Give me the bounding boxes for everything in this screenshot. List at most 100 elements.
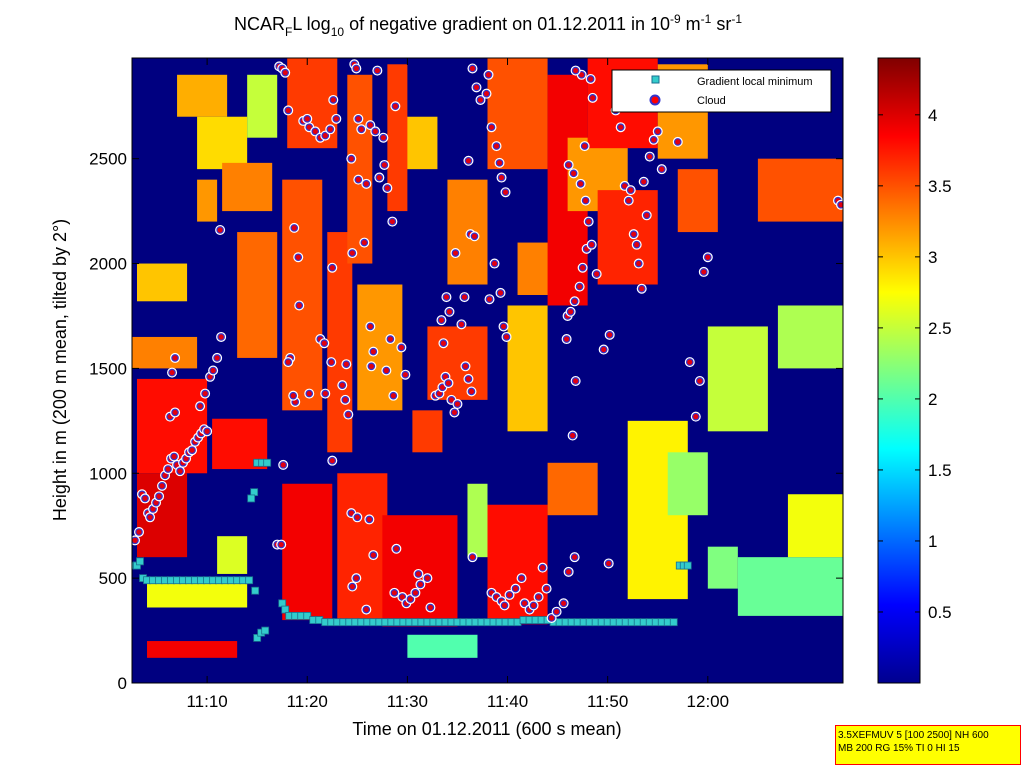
colorbar-tick-label: 2 [928, 390, 937, 409]
cloud-marker-core [360, 238, 369, 247]
cloud-marker-core [497, 173, 506, 182]
cloud-marker-core [588, 94, 597, 102]
cloud-marker-core [327, 358, 336, 366]
cloud-marker-core [559, 599, 568, 608]
cloud-marker-core [168, 368, 176, 377]
cloud-marker-core [472, 83, 481, 92]
cloud-marker-core [581, 196, 590, 205]
cloud-marker-core [700, 268, 708, 276]
cloud-marker-core [511, 584, 520, 593]
cloud-marker-core [500, 601, 509, 610]
gradient-minimum-marker [251, 586, 260, 595]
cloud-marker-core [564, 161, 573, 169]
heatmap-cell [487, 504, 548, 625]
cloud-marker-core [176, 467, 184, 475]
x-tick-label: 11:50 [587, 692, 628, 711]
cloud-marker-core [388, 217, 397, 226]
heatmap-cell [407, 634, 478, 658]
cloud-marker-core [447, 396, 456, 404]
cloud-marker-core [354, 115, 363, 123]
cloud-marker-core [496, 289, 505, 297]
y-axis-label: Height in m (200 m mean, tilted by 2°) [50, 219, 70, 521]
cloud-marker-core [499, 322, 508, 331]
colorbar-tick-label: 3.5 [928, 177, 952, 196]
cloud-marker-core [326, 125, 335, 134]
cloud-marker-core [534, 593, 543, 601]
cloud-marker-core [391, 102, 400, 111]
heatmap-cell [337, 473, 388, 621]
cloud-marker-core [398, 593, 407, 601]
cloud-marker-core [416, 580, 425, 589]
cloud-marker-core [294, 253, 303, 262]
cloud-marker-core [570, 553, 579, 561]
heatmap-cell [737, 557, 843, 616]
cloud-marker-core [568, 431, 577, 440]
heatmap-cell [547, 462, 598, 516]
cloud-marker-core [642, 211, 651, 220]
cloud-marker-core [352, 64, 361, 73]
cloud-marker-core [382, 366, 391, 375]
cloud-marker-core [604, 559, 613, 568]
cloud-marker-core [132, 536, 139, 545]
gradient-minimum-marker [136, 557, 144, 566]
gradient-minimum-marker [683, 561, 692, 570]
heatmap-cell [217, 536, 248, 574]
colorbar: 0.5 1 1.5 2 2.5 3 3.5 4 [877, 57, 952, 684]
colorbar-tick-label: 1.5 [928, 461, 952, 480]
cloud-marker-core [369, 551, 378, 559]
cloud-marker-core [414, 570, 423, 578]
heatmap-cell [777, 305, 843, 369]
cloud-marker-core [365, 515, 374, 524]
cloud-marker-core [657, 165, 666, 173]
cloud-marker-core [305, 389, 314, 398]
y-tick-label: 1000 [89, 464, 127, 483]
cloud-marker-core [673, 138, 682, 146]
cloud-marker-core [620, 182, 629, 190]
heatmap-cell [427, 326, 488, 400]
info-box-line-2: MB 200 RG 15% TI 0 HI 15 [838, 743, 960, 754]
cloud-marker-core [468, 64, 477, 73]
cloud-marker-core [290, 224, 299, 232]
cloud-marker-core [379, 133, 388, 142]
legend-marker-cloud [649, 94, 661, 106]
y-tick-label: 0 [118, 674, 127, 693]
cloud-marker-core [629, 230, 638, 238]
cloud-marker-core [626, 186, 635, 194]
cloud-marker-core [552, 607, 561, 616]
cloud-marker-core [348, 582, 357, 591]
gradient-minimum-marker [253, 634, 262, 642]
cloud-marker-core [468, 553, 477, 561]
cloud-marker-core [311, 127, 320, 136]
heatmap-cell [282, 179, 323, 411]
cloud-marker-core [341, 396, 350, 404]
heatmap-cell [667, 452, 708, 516]
colorbar-gradient [877, 57, 921, 684]
x-axis-label: Time on 01.12.2011 (600 s mean) [352, 719, 621, 739]
cloud-marker-core [470, 232, 479, 241]
cloud-marker-core [599, 345, 608, 354]
cloud-marker-core [196, 402, 204, 410]
cloud-marker-core [284, 106, 293, 115]
cloud-marker-core [653, 127, 662, 136]
cloud-marker-core [354, 175, 363, 184]
cloud-marker-core [576, 180, 585, 188]
cloud-marker-core [564, 568, 573, 576]
legend-label-gradient-minimum: Gradient local minimum [697, 76, 813, 88]
cloud-marker-core [303, 115, 312, 123]
info-box-line-1: 3.5XEFMUV 5 [100 2500] NH 600 [838, 730, 989, 741]
cloud-marker-core [487, 123, 496, 132]
cloud-marker-core [371, 127, 380, 136]
y-tick-label: 1500 [89, 359, 127, 378]
gradient-minimum-marker [281, 605, 290, 614]
cloud-marker-core [289, 391, 298, 400]
cloud-marker-core [685, 358, 694, 366]
cloud-marker-core [645, 152, 654, 161]
cloud-marker-core [281, 68, 290, 77]
heatmap-cell [147, 641, 238, 658]
marker-layer [132, 59, 843, 642]
cloud-marker-core [141, 494, 149, 503]
cloud-marker-core [584, 217, 593, 226]
cloud-marker-core [362, 180, 371, 188]
cloud-marker-core [464, 375, 473, 383]
